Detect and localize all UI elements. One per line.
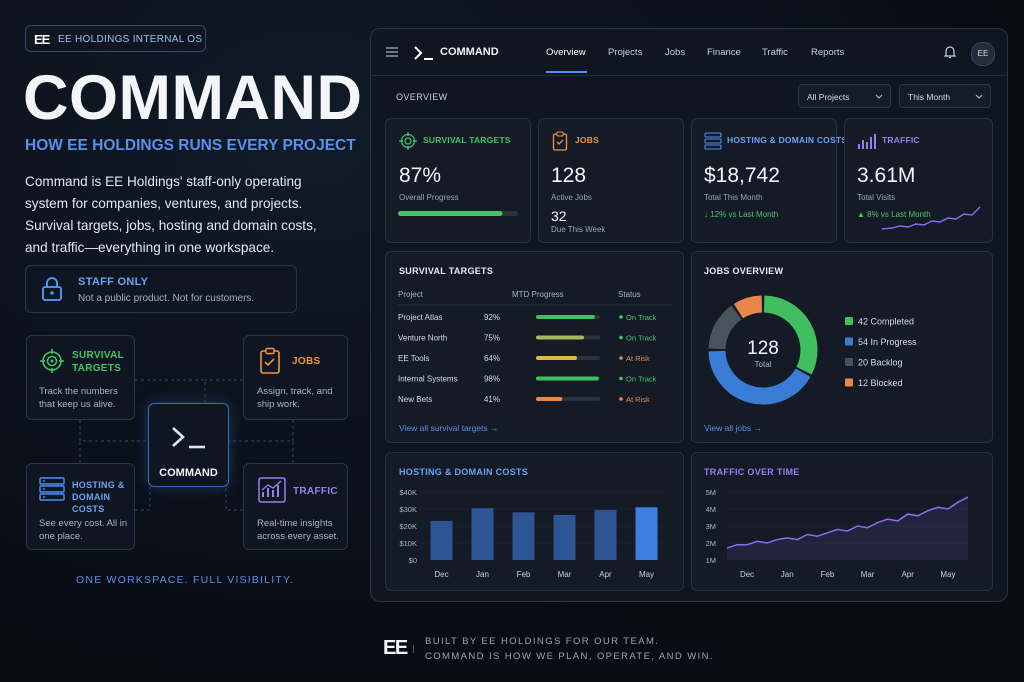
card-title: SURVIVAL TARGETS (399, 266, 494, 276)
avatar[interactable]: EE (971, 42, 995, 66)
kpi-value: 128 (551, 164, 587, 187)
traffic-card: TRAFFIC OVER TIME (691, 452, 993, 591)
card-title: JOBS OVERVIEW (704, 266, 784, 276)
brand-icon (414, 46, 433, 60)
kpi-label: Total This Month (704, 193, 763, 202)
section-title: OVERVIEW (396, 92, 448, 102)
lock-icon (42, 277, 62, 301)
chevron (875, 94, 883, 99)
kpi-title: HOSTING & DOMAIN COSTS (727, 135, 848, 145)
nav-item[interactable]: Reports (811, 47, 845, 58)
kpi-title: TRAFFIC (882, 135, 920, 145)
kpi-card: HOSTING & DOMAIN COSTS $18,742 Total Thi… (691, 118, 847, 243)
badge: EE EE HOLDINGS INTERNAL OS (25, 25, 206, 52)
kpi-label: Active Jobs (551, 193, 592, 202)
badge-logo: EE (34, 32, 50, 47)
kpi-change: ↓ 12% vs Last Month (704, 210, 779, 219)
feature-title: SURVIVAL TARGETS (72, 350, 124, 374)
kpi-secondary-value: 32 (551, 208, 567, 224)
filter[interactable]: All Projects (798, 84, 891, 108)
link[interactable]: View all jobs → (704, 423, 762, 433)
feature-text: Assign, track, and ship work. (257, 386, 333, 410)
nav-item[interactable]: Projects (608, 47, 643, 58)
jobs-icon (552, 131, 568, 151)
jobs-icon (260, 347, 280, 374)
filter-label[interactable]: All Projects (807, 92, 850, 102)
staff-text: Not a public product. Not for customers. (78, 293, 255, 304)
target-icon (40, 349, 64, 373)
nav-item[interactable]: Traffic (762, 47, 788, 58)
kpi-change: ▲ 8% vs Last Month (857, 210, 931, 219)
link[interactable]: View all survival targets → (399, 423, 499, 433)
footer-line: BUILT BY EE HOLDINGS FOR OUR TEAM. (425, 636, 660, 647)
hosting-card: HOSTING & DOMAIN COSTS (385, 452, 684, 591)
nav-item[interactable]: Finance (707, 47, 741, 58)
kpi-label: Overall Progress (399, 193, 459, 202)
feature-card: HOSTING & DOMAIN COSTS See every cost. A… (26, 463, 135, 550)
footer-line: COMMAND IS HOW WE PLAN, OPERATE, AND WIN… (425, 651, 714, 662)
menu-icon[interactable] (385, 46, 399, 58)
hub-label: COMMAND (159, 467, 218, 479)
server-icon (704, 132, 722, 150)
footer-logo: EE (383, 637, 408, 659)
kpi-card: TRAFFIC 3.61M Total Visits ▲ 8% vs Last … (844, 118, 993, 243)
kpi-secondary-label: Due This Week (551, 225, 606, 234)
brand: COMMAND (440, 46, 499, 58)
survival-card: SURVIVAL TARGETS View all survival targe… (385, 251, 684, 443)
hero-subtitle: HOW EE HOLDINGS RUNS EVERY PROJECT (25, 137, 356, 154)
feature-text: Track the numbers that keep us alive. (39, 386, 118, 410)
bell-icon[interactable] (943, 45, 957, 59)
feature-title: JOBS (292, 356, 321, 367)
hub: COMMAND (148, 403, 229, 487)
jobs-card: JOBS OVERVIEW View all jobs → (691, 251, 993, 443)
kpi-card: SURVIVAL TARGETS 87% Overall Progress (385, 118, 531, 243)
feature-card: TRAFFIC Real-time insights across every … (243, 463, 348, 550)
staff-notice: STAFF ONLY Not a public product. Not for… (25, 265, 297, 313)
divider (371, 75, 1007, 76)
feature-text: See every cost. All in one place. (39, 518, 128, 542)
prompt-icon (172, 427, 205, 449)
feature-text: Real-time insights across every asset. (257, 518, 339, 542)
nav-item[interactable]: Jobs (665, 47, 686, 58)
kpi-value: $18,742 (704, 164, 780, 187)
nav-item[interactable]: Overview (546, 47, 586, 58)
target-icon (399, 132, 417, 150)
feature-title: TRAFFIC (293, 486, 338, 497)
staff-title: STAFF ONLY (78, 276, 149, 288)
card-title: TRAFFIC OVER TIME (704, 467, 800, 477)
feature-card: SURVIVAL TARGETS Track the numbers that … (26, 335, 135, 420)
feature-card: JOBS Assign, track, and ship work. (243, 335, 348, 420)
connectors (79, 379, 294, 511)
tagline: ONE WORKSPACE. FULL VISIBILITY. (76, 574, 294, 586)
sparkline (881, 206, 981, 230)
kpi-value: 3.61M (857, 164, 916, 187)
filter-label[interactable]: This Month (908, 92, 951, 102)
nav-underline (546, 71, 587, 73)
footer-divider (413, 645, 414, 653)
traffic-icon (258, 477, 286, 503)
kpi-label: Total Visits (857, 193, 896, 202)
kpi-value: 87% (399, 164, 442, 187)
server-icon (39, 477, 65, 501)
traffic-icon (858, 134, 876, 149)
badge-text: EE HOLDINGS INTERNAL OS (58, 34, 203, 45)
chevron (975, 94, 983, 99)
card-title: HOSTING & DOMAIN COSTS (399, 467, 529, 477)
hero-title: COMMAND (23, 63, 363, 133)
feature-title: HOSTING & DOMAIN COSTS (72, 480, 125, 514)
kpi-title: SURVIVAL TARGETS (423, 135, 511, 145)
kpi-card: JOBS 128 Active Jobs 32 Due This Week (538, 118, 684, 243)
kpi-title: JOBS (575, 135, 599, 145)
filter[interactable]: This Month (899, 84, 991, 108)
description: Command is EE Holdings' staff-only opera… (25, 174, 317, 255)
